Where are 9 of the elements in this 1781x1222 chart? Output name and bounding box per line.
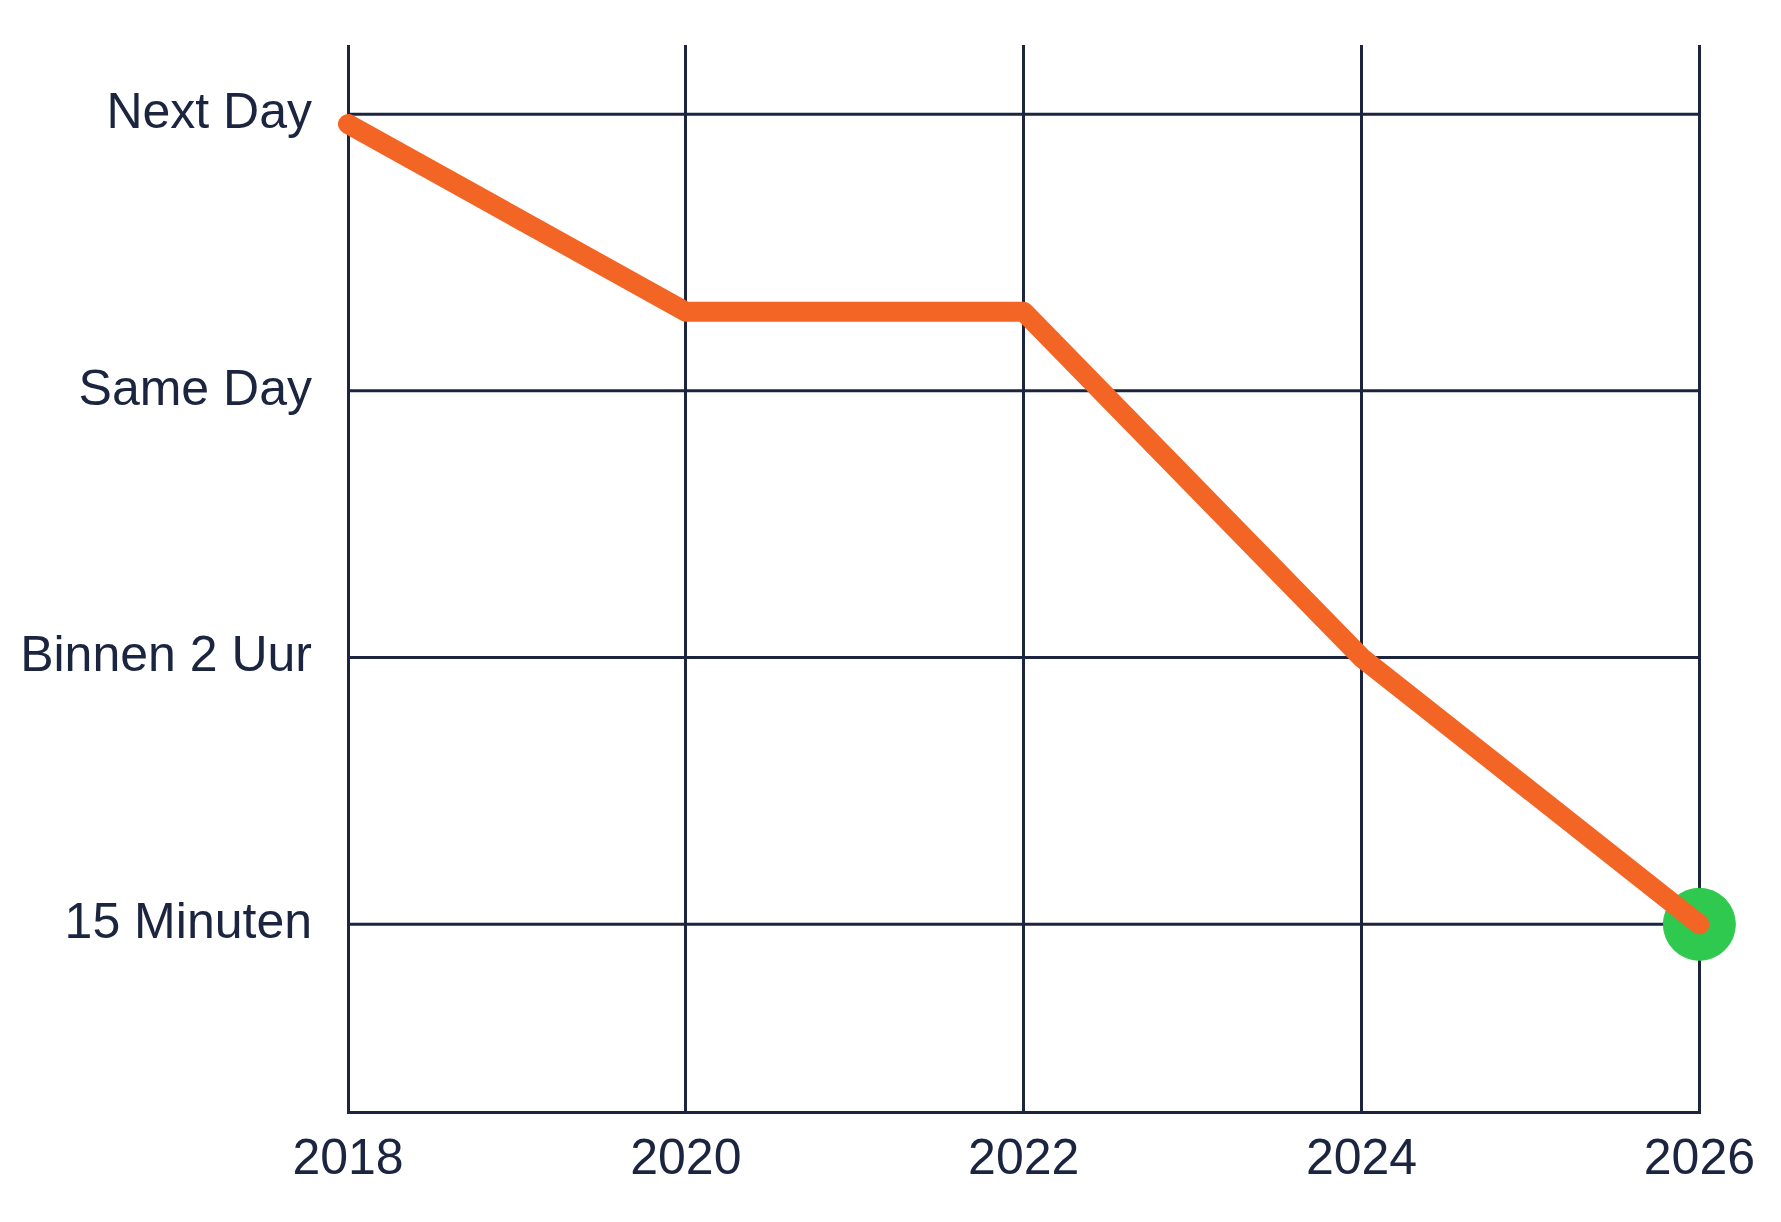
x-tick-label: 2018 (292, 1128, 404, 1185)
x-tick-label: 2022 (968, 1128, 1080, 1185)
ref-line-label: Binnen 2 Uur (20, 626, 312, 683)
x-tick-label: 2024 (1305, 1128, 1418, 1185)
x-tick-label: 2026 (1643, 1128, 1755, 1185)
ref-line-label: Next Day (106, 82, 312, 139)
ref-line-label: 15 Minuten (64, 893, 312, 950)
ref-line-label: Same Day (78, 359, 312, 416)
x-tick-label: 2020 (630, 1128, 742, 1185)
